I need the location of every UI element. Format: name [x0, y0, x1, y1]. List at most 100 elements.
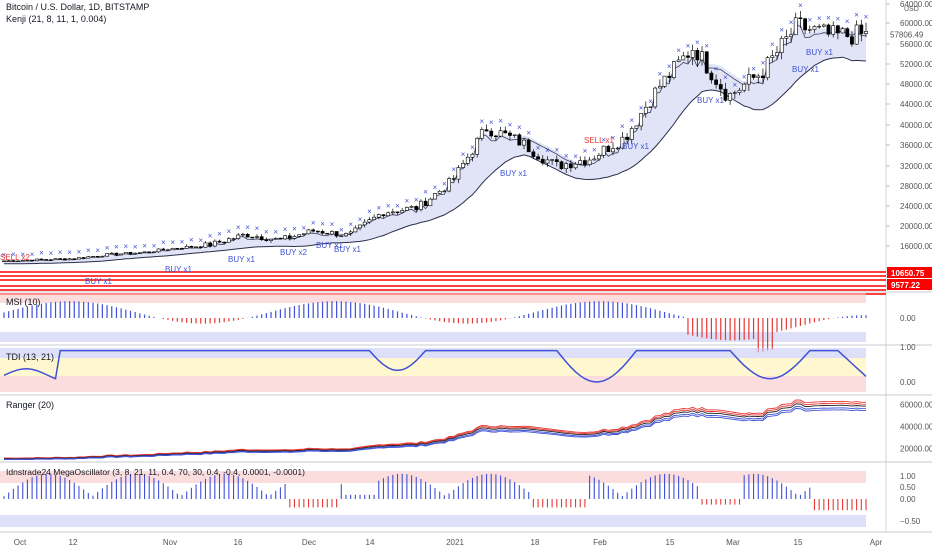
signal-marker: × [2, 251, 7, 260]
osc-lower-zone [0, 515, 866, 527]
candle-body [568, 163, 573, 169]
candle-body [695, 50, 700, 61]
candle-body [592, 158, 597, 161]
candle-body [601, 145, 606, 156]
candle-body [325, 232, 330, 235]
candle-body [864, 31, 868, 34]
signal-marker: × [648, 97, 653, 106]
candle-body [367, 219, 372, 223]
signal-marker: × [854, 10, 859, 19]
signal-marker: × [39, 249, 44, 258]
ranger-axis-label: 20000.00 [900, 444, 932, 453]
signal-marker: × [704, 42, 709, 51]
signal-marker: × [123, 242, 128, 251]
candle-body [578, 160, 583, 165]
candle-body [166, 249, 170, 251]
signal-marker: × [11, 250, 16, 259]
candle-body [676, 59, 681, 62]
signal-marker: × [376, 204, 381, 213]
signal-marker: × [864, 13, 869, 22]
candle-body [217, 240, 222, 243]
signal-marker: × [264, 227, 269, 236]
candle-body [170, 247, 175, 251]
candle-body [639, 113, 644, 127]
candle-body [442, 190, 447, 193]
candle-body [395, 211, 400, 214]
candle-body [821, 24, 826, 27]
candle-body [573, 163, 578, 169]
level-low-tag [887, 279, 932, 290]
pane-title-msi: MSI (10) [6, 297, 41, 307]
trade-signal-label: SELL x2 [0, 253, 30, 262]
signal-marker: × [273, 227, 278, 236]
candle-body [86, 256, 91, 259]
signal-marker: × [114, 242, 119, 251]
signal-marker: × [836, 15, 841, 24]
trade-signal-label: SELL x1 [584, 136, 614, 145]
time-axis-label: Dec [302, 538, 316, 547]
signal-marker: × [751, 65, 756, 74]
signal-marker: × [227, 227, 232, 236]
signal-marker: × [761, 59, 766, 68]
candle-body [835, 25, 840, 34]
candle-body [119, 253, 124, 256]
candle-body [512, 134, 517, 136]
candle-body [709, 72, 714, 81]
tdi-axis-label: 1.00 [900, 343, 916, 352]
candle-body [672, 61, 676, 78]
candle-body [194, 246, 198, 248]
candle-body [72, 258, 77, 260]
time-axis-label: Nov [163, 538, 177, 547]
candle-body [11, 260, 16, 262]
candle-body [63, 258, 67, 261]
signal-marker: × [320, 220, 325, 229]
signal-marker: × [358, 215, 363, 224]
price-axis-label: 16000.00 [900, 242, 932, 251]
candle-body [203, 242, 208, 248]
candle-body [662, 75, 667, 87]
candle-body [259, 236, 264, 240]
candle-body [20, 260, 25, 262]
candle-body [690, 50, 695, 58]
signal-marker: × [592, 146, 597, 155]
osc-upper-zone [0, 471, 866, 483]
signal-marker: × [583, 146, 588, 155]
candle-body [531, 151, 536, 157]
candle-body [461, 163, 466, 168]
candle-body [854, 24, 859, 45]
candle-body [845, 28, 850, 37]
candle-body [250, 236, 255, 239]
level-low-label: 9577.22 [891, 281, 920, 290]
candle-body [587, 159, 592, 165]
ranger-axis-label: 60000.00 [900, 400, 932, 409]
signal-marker: × [236, 223, 241, 232]
candle-body [278, 237, 283, 240]
signal-marker: × [414, 195, 419, 204]
candle-body [114, 252, 119, 256]
signal-marker: × [198, 236, 203, 245]
tdi-mid-zone [0, 358, 866, 376]
signal-marker: × [30, 250, 35, 259]
candle-body [686, 55, 690, 58]
candle-body [147, 251, 152, 253]
signal-marker: × [695, 38, 700, 47]
candle-body [184, 245, 189, 249]
signal-marker: × [77, 247, 82, 256]
candle-body [564, 163, 569, 170]
ranger-band-line [4, 403, 867, 460]
signal-marker: × [639, 103, 644, 112]
candle-body [175, 247, 180, 250]
candle-body [156, 248, 161, 253]
msi-oversold-zone [0, 332, 866, 342]
candle-body [414, 206, 419, 210]
candle-body [597, 155, 601, 160]
kenji-band-fill [4, 20, 866, 264]
signal-marker: × [386, 202, 391, 211]
signal-marker: × [49, 249, 54, 258]
candle-body [606, 145, 611, 153]
price-axis-label: 44000.00 [900, 100, 932, 109]
time-axis-label: 2021 [446, 538, 464, 547]
signal-marker: × [742, 72, 747, 81]
signal-marker: × [517, 123, 522, 132]
